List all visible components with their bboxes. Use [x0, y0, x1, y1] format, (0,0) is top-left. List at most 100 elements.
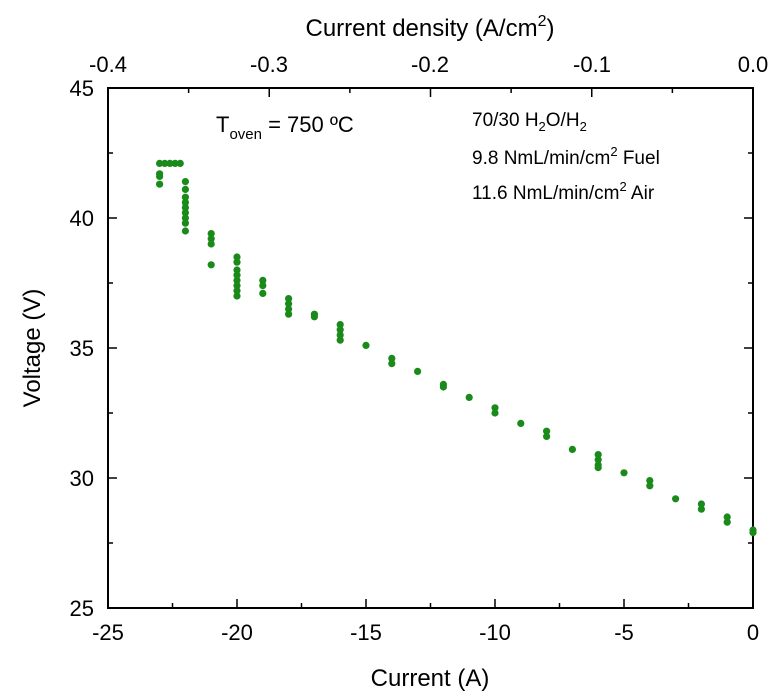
data-point: [723, 518, 731, 526]
data-point: [207, 261, 215, 269]
top-tick-label: -0.3: [250, 52, 288, 77]
data-point: [491, 404, 499, 412]
x-tick-label: -25: [92, 620, 124, 645]
air-sup: 2: [619, 179, 626, 194]
x-tick-label: -10: [479, 620, 511, 645]
y-tick-label: 30: [70, 466, 94, 491]
x-tick-label: 0: [747, 620, 759, 645]
x-axis-title: Current (A): [371, 665, 490, 692]
data-point: [233, 258, 241, 266]
y-tick-label: 40: [70, 206, 94, 231]
data-point: [646, 477, 654, 485]
comp-sub2: 2: [580, 119, 587, 134]
data-point: [285, 300, 293, 308]
comp-a: 70/30 H: [472, 110, 539, 131]
data-point: [491, 409, 499, 417]
data-point: [414, 367, 422, 375]
top-tick-label: -0.1: [573, 52, 611, 77]
data-point: [439, 383, 447, 391]
data-point: [166, 159, 174, 167]
composition-annotation: 70/30 H2O/H2: [472, 110, 587, 134]
top-axis-title-main: Current density (A/cm: [306, 15, 538, 42]
top-tick-label: -0.4: [89, 52, 127, 77]
y-tick-label: 25: [70, 596, 94, 621]
data-point: [285, 310, 293, 318]
temp-main: T: [216, 112, 229, 137]
temp-rest: = 750 ºC: [262, 112, 354, 137]
data-point: [233, 266, 241, 274]
data-point: [181, 227, 189, 235]
fuel-sup: 2: [610, 144, 617, 159]
air-b: Air: [627, 183, 655, 204]
air-a: 11.6 NmL/min/cm: [472, 183, 619, 204]
data-point: [181, 204, 189, 212]
data-point: [233, 292, 241, 300]
air-flow-annotation: 11.6 NmL/min/cm2 Air: [472, 179, 655, 204]
temp-sub: oven: [229, 126, 262, 143]
data-point: [233, 253, 241, 261]
axis-ticks: [107, 87, 754, 609]
data-point: [620, 469, 628, 477]
data-point: [465, 393, 473, 401]
data-point: [543, 427, 551, 435]
data-point: [749, 529, 757, 537]
data-point: [672, 495, 680, 503]
data-point: [388, 360, 396, 368]
data-point: [336, 326, 344, 334]
data-point: [259, 282, 267, 290]
data-point: [285, 295, 293, 303]
data-point: [233, 287, 241, 295]
data-point: [310, 313, 318, 321]
data-point: [233, 271, 241, 279]
x-tick-label: -15: [350, 620, 382, 645]
top-axis-title: Current density (A/cm2): [306, 13, 555, 42]
comp-b: O/H: [546, 110, 580, 131]
data-point: [697, 505, 706, 513]
top-tick-label: -0.2: [411, 52, 449, 77]
data-point: [161, 159, 169, 167]
data-point: [336, 331, 344, 339]
data-point: [594, 456, 602, 464]
data-point: [207, 240, 215, 248]
data-point: [336, 336, 344, 344]
fuel-a: 9.8 NmL/min/cm: [472, 148, 610, 169]
top-tick-label: 0.0: [738, 52, 769, 77]
data-point: [181, 185, 189, 193]
data-point: [156, 170, 164, 178]
data-point: [233, 282, 241, 290]
data-point: [181, 214, 189, 222]
data-point: [594, 451, 602, 459]
data-point: [517, 419, 525, 427]
comp-sub1: 2: [539, 119, 546, 134]
data-point: [181, 209, 189, 217]
fuel-b: Fuel: [618, 148, 660, 169]
data-point: [259, 289, 267, 297]
data-point: [646, 482, 654, 490]
data-point: [156, 180, 164, 188]
data-point: [176, 159, 184, 167]
data-point: [568, 445, 577, 453]
data-point: [207, 235, 215, 243]
data-point: [543, 432, 551, 440]
fuel-flow-annotation: 9.8 NmL/min/cm2 Fuel: [472, 144, 660, 169]
top-axis-title-end: ): [546, 15, 554, 42]
data-point: [697, 500, 706, 508]
data-point: [181, 219, 189, 227]
data-point: [156, 159, 164, 167]
data-point: [388, 354, 396, 362]
y-tick-label: 35: [70, 336, 94, 361]
data-point: [181, 198, 189, 206]
data-point: [285, 305, 293, 313]
data-point: [336, 321, 344, 329]
data-point: [171, 159, 179, 167]
x-tick-label: -5: [614, 620, 634, 645]
data-point: [181, 178, 189, 186]
data-point: [723, 513, 731, 521]
data-point: [259, 276, 267, 284]
data-point: [207, 230, 215, 238]
y-axis-title: Voltage (V): [19, 289, 46, 408]
top-axis-title-sup: 2: [538, 13, 547, 30]
x-tick-label: -20: [221, 620, 253, 645]
data-point: [181, 193, 189, 201]
